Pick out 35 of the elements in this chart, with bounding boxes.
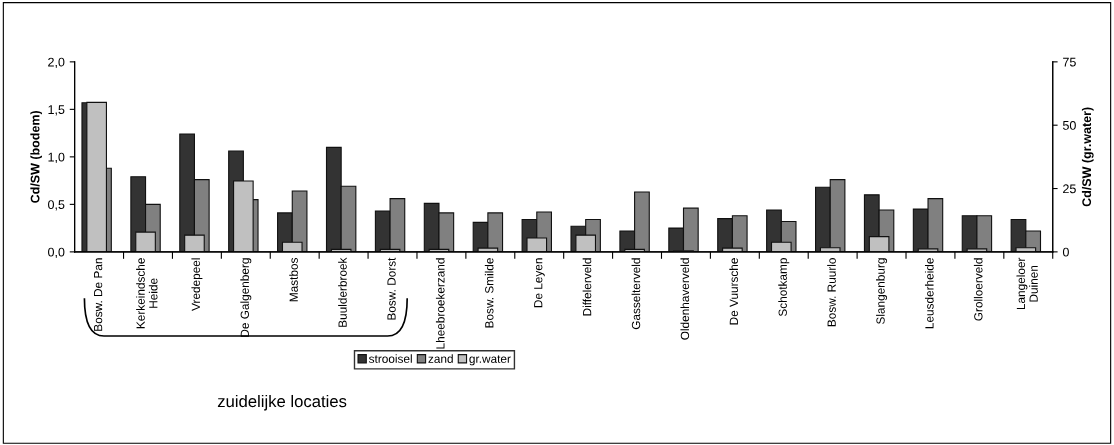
x-tick-label: Grolloerveld — [973, 258, 983, 321]
x-tick-label: Mastbos — [289, 257, 298, 302]
x-tick-label: Bosw. Smilde — [484, 258, 494, 328]
legend-label: zand — [428, 354, 453, 363]
text: zuidelijke locaties — [217, 394, 347, 411]
y2-axis-title: Cd/SW (gr.water) — [1081, 107, 1094, 207]
y-tick-label: 1,5 — [48, 105, 65, 116]
y2-tick-label: 50 — [1062, 120, 1076, 130]
y-tick-label: 1,0 — [48, 152, 65, 163]
y2-tick-label: 0 — [1062, 247, 1069, 257]
x-tick-label: Buulderbroek — [338, 257, 347, 327]
y-axis-title: Cd/SW (bodem) — [30, 110, 42, 203]
y-tick-label: 0,5 — [48, 200, 65, 211]
y2-tick-label: 75 — [1063, 57, 1076, 67]
x-tick-label: Schotkamp — [778, 258, 790, 317]
x-tick-label: Bosw. De Pan — [94, 258, 103, 331]
x-tick-label: Lheebroekerzand — [435, 258, 445, 349]
x-tick-label: Leusderheide — [924, 258, 934, 329]
y-tick-label: 2,0 — [48, 57, 65, 68]
x-tick-label: Vredepeel — [191, 258, 203, 311]
x-tick-label: Bosw. Ruurlo — [827, 258, 836, 327]
x-tick-label: Gasselterveld — [631, 258, 641, 330]
x-tick-label: Bosw. Dorst — [387, 257, 396, 320]
y-tick-label: 0,0 — [48, 247, 65, 258]
x-tick-label: Slangenburg — [876, 258, 888, 324]
legend-label: gr.water — [469, 355, 511, 366]
x-tick-label: Kerkeindsche Heide — [136, 258, 158, 329]
x-tick-label: Langeloer Duinen — [1016, 257, 1038, 310]
legend-label: strooisel — [368, 354, 412, 363]
x-tick-label: De Leyen — [534, 258, 545, 308]
x-tick-label: De Vuursche — [729, 258, 739, 325]
x-tick-label: De Galgenberg — [240, 258, 252, 337]
x-tick-label: Oldenhaverveld — [680, 258, 690, 340]
x-tick-label: Diffelerveld — [582, 258, 592, 316]
y2-tick-label: 25 — [1063, 184, 1076, 194]
